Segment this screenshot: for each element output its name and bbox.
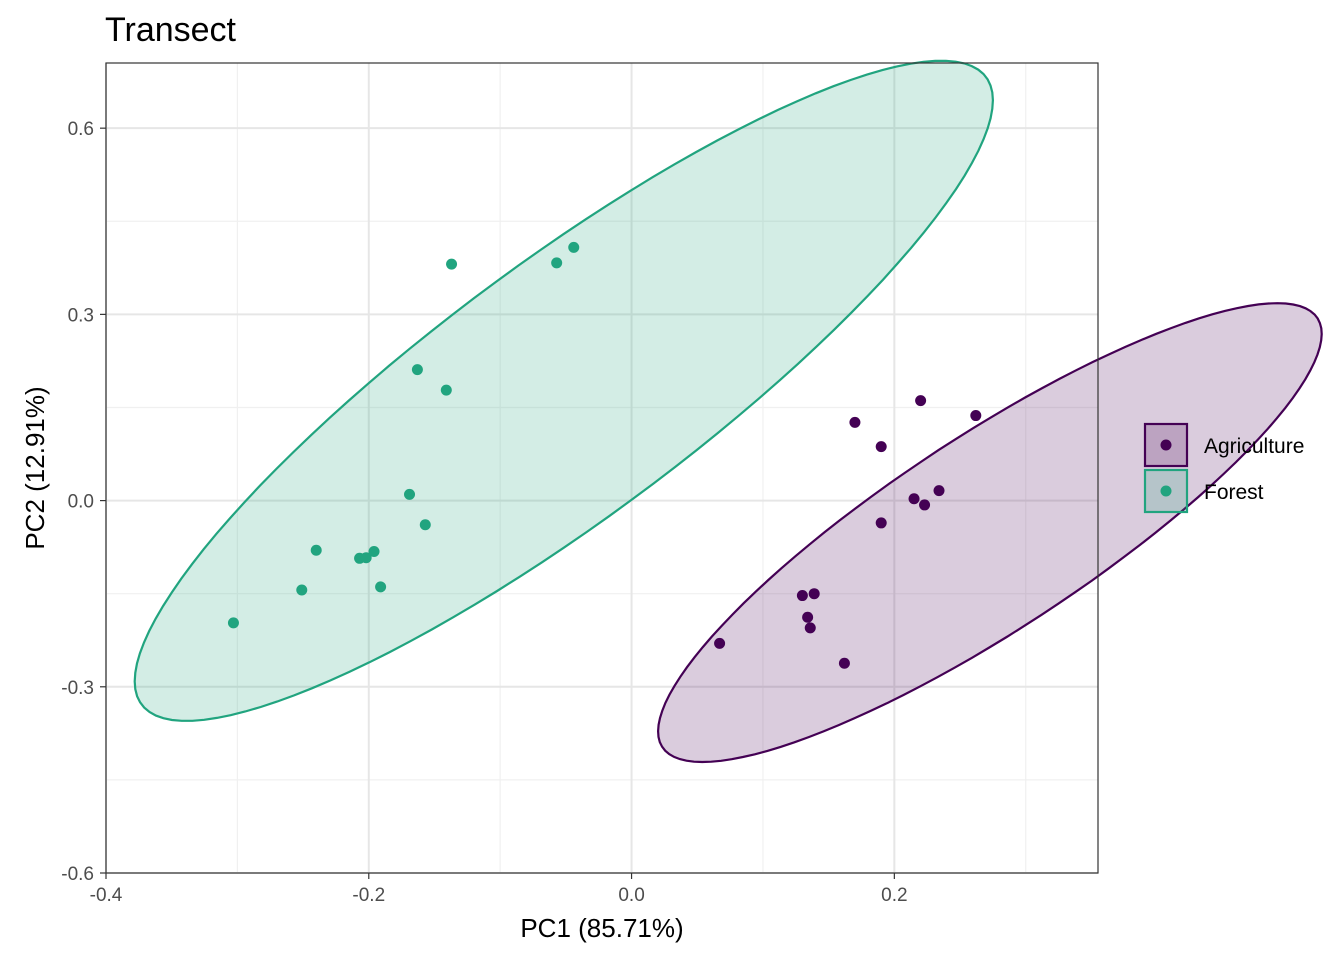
y-axis-title: PC2 (12.91%) [20,386,50,549]
point-agriculture [970,410,982,422]
legend-label-agriculture: Agriculture [1204,435,1304,458]
point-agriculture [808,588,820,600]
point-forest [310,544,322,556]
point-agriculture [849,416,861,428]
point-agriculture [838,657,850,669]
y-tick-label: -0.3 [61,678,94,699]
data-points [227,241,982,669]
point-forest [375,581,387,593]
point-forest [419,519,431,531]
y-tick-label: 0.3 [68,305,94,326]
x-tick-label: -0.2 [352,885,385,906]
x-tick-label: 0.2 [881,885,907,906]
plot-panel-border [105,62,1099,874]
chart-title: Transect [105,11,237,49]
y-axis: -0.6 -0.3 0.0 0.3 0.6 [61,119,106,885]
point-forest [296,584,308,596]
y-tick-label: 0.6 [68,119,94,140]
point-forest [368,545,380,557]
legend-point-forest [1160,485,1172,497]
point-agriculture [919,499,931,511]
point-agriculture [908,493,920,505]
point-agriculture [915,395,927,407]
point-agriculture [933,485,945,497]
legend-item-agriculture: Agriculture [1143,422,1304,468]
y-tick-label: 0.0 [68,492,94,513]
ellipse-forest [133,59,995,722]
y-tick-label: -0.6 [61,864,94,885]
legend: Agriculture Forest [1143,422,1304,514]
point-forest [411,364,423,376]
point-forest [360,552,372,564]
point-forest [404,488,416,500]
point-forest [446,258,458,270]
point-agriculture [714,637,726,649]
ellipse-agriculture [656,302,1323,764]
confidence-ellipses [133,59,1323,764]
point-agriculture [804,622,816,634]
point-agriculture [875,441,887,453]
x-tick-label: 0.0 [618,885,644,906]
legend-point-agriculture [1160,439,1172,451]
x-axis-title: PC1 (85.71%) [520,913,683,943]
point-agriculture [875,517,887,529]
point-forest [227,617,239,629]
point-forest [440,384,452,396]
point-agriculture [796,590,808,602]
legend-item-forest: Forest [1143,468,1264,514]
x-axis: -0.4 -0.2 0.0 0.2 [90,873,908,906]
legend-label-forest: Forest [1204,481,1264,504]
x-tick-label: -0.4 [90,885,123,906]
point-agriculture [802,611,814,623]
point-forest [568,241,580,253]
point-forest [551,257,563,269]
